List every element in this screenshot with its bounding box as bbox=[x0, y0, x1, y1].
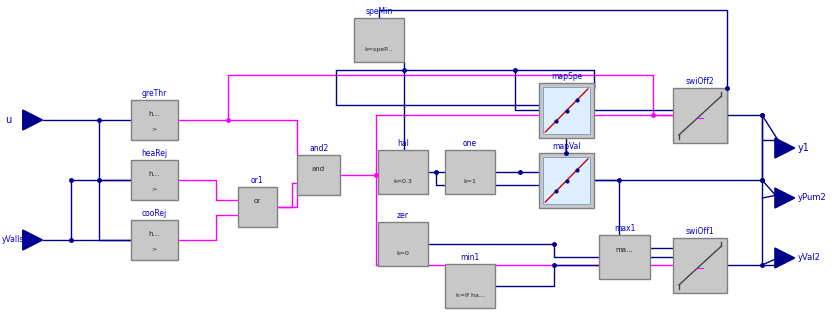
Bar bbox=[673, 88, 727, 143]
Bar bbox=[131, 160, 178, 200]
Text: and2: and2 bbox=[309, 144, 329, 153]
Text: ma...: ma... bbox=[616, 247, 633, 253]
Text: heaRej: heaRej bbox=[141, 149, 167, 158]
Text: min1: min1 bbox=[460, 253, 480, 262]
Text: swiOff2: swiOff2 bbox=[686, 77, 715, 86]
Text: yPum2: yPum2 bbox=[798, 193, 826, 203]
Text: hal: hal bbox=[397, 139, 409, 148]
Text: k=0: k=0 bbox=[396, 251, 409, 256]
Text: zer: zer bbox=[397, 211, 409, 220]
Polygon shape bbox=[22, 230, 42, 250]
Bar bbox=[354, 18, 404, 62]
Text: or: or bbox=[254, 198, 261, 204]
Text: mapSpe: mapSpe bbox=[551, 72, 582, 81]
Text: one: one bbox=[463, 139, 478, 148]
Text: h...: h... bbox=[149, 231, 160, 237]
Text: k=0.3: k=0.3 bbox=[394, 179, 412, 184]
Text: u: u bbox=[5, 115, 11, 125]
Bar bbox=[543, 157, 590, 204]
Bar bbox=[539, 153, 594, 208]
Bar bbox=[237, 187, 277, 227]
Text: h...: h... bbox=[149, 111, 160, 117]
Bar bbox=[543, 87, 590, 134]
Bar bbox=[131, 220, 178, 260]
Text: yValIso[]: yValIso[] bbox=[2, 236, 35, 245]
Text: or1: or1 bbox=[251, 176, 264, 185]
Bar bbox=[445, 150, 495, 194]
Text: swiOff1: swiOff1 bbox=[686, 227, 715, 236]
Text: yVal2: yVal2 bbox=[798, 253, 820, 262]
Polygon shape bbox=[775, 138, 795, 158]
Bar bbox=[131, 100, 178, 140]
Polygon shape bbox=[775, 188, 795, 208]
Text: >: > bbox=[151, 186, 157, 191]
Text: max1: max1 bbox=[614, 224, 635, 233]
Text: greThr: greThr bbox=[141, 89, 167, 98]
Bar bbox=[297, 155, 340, 195]
Text: k=1: k=1 bbox=[463, 179, 477, 184]
Bar bbox=[599, 235, 651, 279]
Text: mapVal: mapVal bbox=[552, 142, 581, 151]
Bar bbox=[445, 264, 495, 308]
Text: >: > bbox=[151, 126, 157, 131]
Bar bbox=[378, 222, 428, 266]
Text: cooRej: cooRej bbox=[141, 209, 167, 218]
Bar bbox=[673, 238, 727, 293]
Text: speMin: speMin bbox=[365, 7, 393, 16]
Text: k=speP...: k=speP... bbox=[364, 47, 394, 52]
Text: h...: h... bbox=[149, 171, 160, 177]
Polygon shape bbox=[775, 248, 795, 268]
Text: >: > bbox=[151, 246, 157, 251]
Text: y1: y1 bbox=[798, 143, 810, 153]
Polygon shape bbox=[22, 110, 42, 130]
Bar bbox=[378, 150, 428, 194]
Bar bbox=[539, 83, 594, 138]
Text: and: and bbox=[312, 166, 325, 172]
Text: k=If ha...: k=If ha... bbox=[456, 293, 484, 298]
